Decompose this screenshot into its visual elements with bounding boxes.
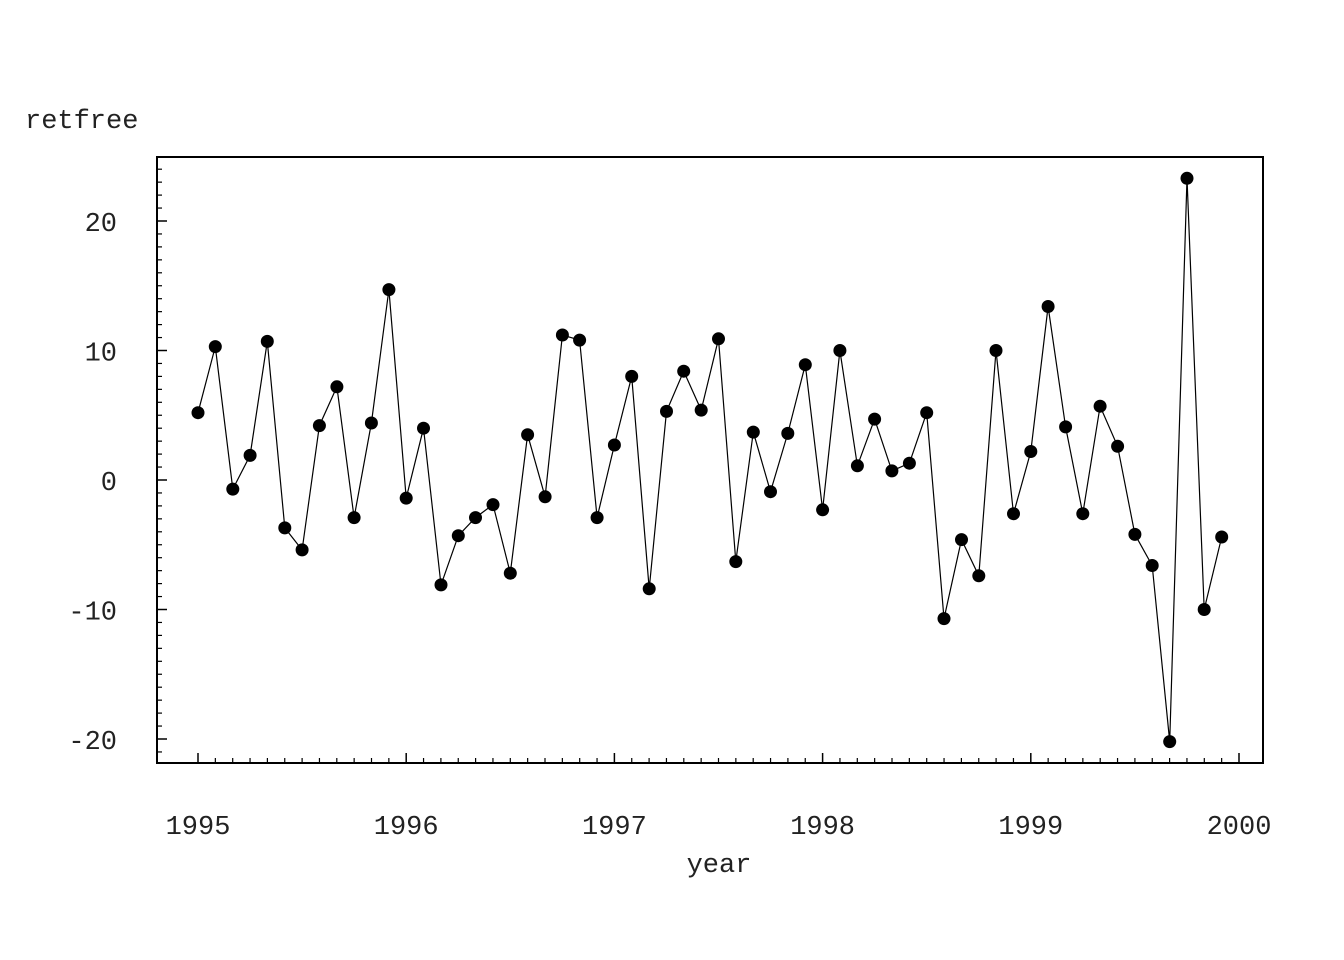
data-point xyxy=(243,448,257,462)
data-point xyxy=(712,332,725,346)
x-axis: 1995 1996 1997 1998 1999 2000 xyxy=(166,753,1272,843)
series-line xyxy=(197,178,1223,742)
y-tick-label: 20 xyxy=(85,210,117,240)
data-point xyxy=(937,612,951,626)
data-point xyxy=(642,582,656,596)
data-point xyxy=(694,403,708,417)
data-point xyxy=(191,406,205,420)
data-point xyxy=(399,491,413,505)
data-point xyxy=(538,490,552,504)
x-axis-title: year xyxy=(687,851,752,881)
data-point xyxy=(1059,420,1073,434)
data-point xyxy=(868,412,882,426)
data-point xyxy=(1041,300,1055,313)
y-tick-label: 0 xyxy=(101,469,117,499)
data-point xyxy=(260,334,274,348)
data-point xyxy=(208,340,222,354)
y-axis: 20 10 0 -10 -20 xyxy=(68,168,167,758)
data-point xyxy=(1163,735,1177,749)
data-point xyxy=(1197,603,1211,616)
data-point xyxy=(295,543,309,557)
data-point xyxy=(764,485,777,499)
data-point xyxy=(590,511,604,525)
plot-frame xyxy=(156,156,1264,764)
y-axis-title: retfree xyxy=(25,107,138,137)
data-point xyxy=(469,511,482,525)
data-point xyxy=(781,426,795,440)
data-point xyxy=(382,283,396,297)
data-point xyxy=(902,456,916,470)
y-tick-label: -10 xyxy=(68,599,117,629)
data-point xyxy=(451,529,465,543)
data-point xyxy=(746,425,760,439)
x-tick-label: 1996 xyxy=(374,813,439,843)
data-point xyxy=(1180,171,1194,185)
data-point xyxy=(330,380,344,394)
data-point xyxy=(833,344,847,357)
data-point xyxy=(417,421,430,435)
data-point xyxy=(573,333,587,347)
data-point xyxy=(1024,445,1038,458)
data-point xyxy=(1128,527,1142,541)
data-point xyxy=(1111,439,1125,453)
y-tick-label: -20 xyxy=(68,728,117,758)
data-point xyxy=(677,364,691,378)
data-point xyxy=(1007,507,1020,521)
data-point xyxy=(625,369,639,383)
data-point xyxy=(486,498,500,512)
data-point xyxy=(434,578,448,592)
data-point xyxy=(816,503,830,517)
data-point xyxy=(555,328,569,342)
x-tick-label: 1998 xyxy=(790,813,855,843)
data-point xyxy=(850,459,864,473)
data-point xyxy=(729,555,743,569)
data-point xyxy=(278,521,292,535)
data-point xyxy=(1076,507,1090,521)
data-point xyxy=(989,344,1003,357)
data-point xyxy=(885,464,899,478)
x-tick-label: 1999 xyxy=(998,813,1063,843)
data-point xyxy=(972,569,986,583)
data-point xyxy=(1215,530,1229,544)
data-point xyxy=(1145,559,1159,572)
data-point xyxy=(312,419,326,433)
x-tick-label: 1995 xyxy=(166,813,231,843)
data-point xyxy=(1093,399,1107,413)
data-point xyxy=(364,416,378,430)
data-point xyxy=(347,511,361,525)
data-point xyxy=(955,533,968,547)
data-markers xyxy=(191,171,1229,749)
x-tick-label: 2000 xyxy=(1207,813,1272,843)
data-point xyxy=(607,438,621,452)
data-point xyxy=(660,404,673,418)
data-point xyxy=(521,428,535,442)
data-point xyxy=(226,482,240,496)
y-tick-label: 10 xyxy=(85,340,117,370)
data-point xyxy=(920,406,934,420)
data-point xyxy=(798,358,812,372)
x-tick-label: 1997 xyxy=(582,813,647,843)
data-point xyxy=(503,566,517,580)
